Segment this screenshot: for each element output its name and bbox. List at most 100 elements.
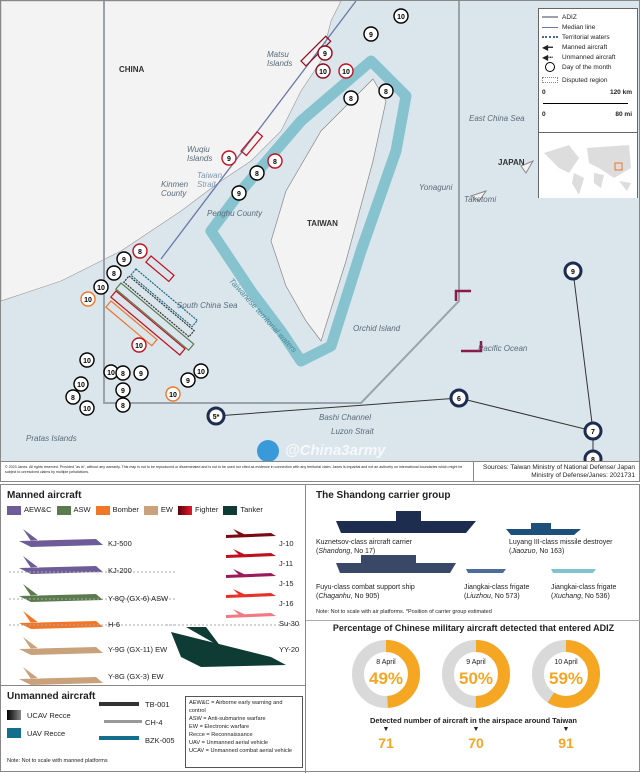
- arrow-left-icon: ◀━: [542, 42, 553, 52]
- day-marker-label: 9: [122, 257, 126, 264]
- label-bashi: Bashi Channel: [319, 413, 372, 422]
- ship-name: Liuzhou: [466, 593, 491, 601]
- unmanned-note: Note: Not to scale with manned platforms: [7, 758, 108, 764]
- scale-mi-zero: 0: [542, 111, 546, 118]
- ship-class: Jiangkai-class frigate: [464, 584, 530, 591]
- carrier-title: The Shandong carrier group: [316, 490, 451, 501]
- label-penghu: Penghu County: [207, 209, 263, 218]
- tanker-silhouette: [171, 627, 286, 667]
- legend-manned: Manned aircraft: [562, 43, 608, 51]
- day-marker: 8: [115, 397, 131, 413]
- day-marker: 10: [315, 63, 331, 79]
- category-swatch: [177, 505, 192, 515]
- ship-number: , No 905): [350, 593, 380, 601]
- legend-day: Day of the month: [562, 63, 612, 71]
- ship-number: , No 573): [490, 593, 520, 601]
- sources: Sources: Taiwan Ministry of National Def…: [483, 464, 635, 480]
- day-marker: 9: [231, 185, 247, 201]
- fighter-silhouette: [226, 529, 276, 538]
- day-marker-label: 8: [121, 371, 125, 378]
- carrier-day-marker: 6: [449, 388, 469, 408]
- down-triangle-icon: ▼: [382, 726, 390, 733]
- donut-fill: [442, 640, 510, 708]
- ship-number: , No 163): [535, 548, 565, 556]
- median-line: [160, 1, 357, 260]
- ship-silhouettes: [336, 511, 596, 573]
- ship-number: , No 17): [350, 548, 376, 556]
- aircraft-count: 91: [558, 735, 574, 751]
- day-marker: 9: [180, 372, 196, 388]
- scale-km-zero: 0: [542, 89, 546, 96]
- legend-adiz: ADIZ: [562, 13, 577, 21]
- abbreviation: AEW&C = Airborne early warning and contr…: [189, 700, 283, 714]
- label-ecs: East China Sea: [469, 114, 525, 123]
- day-marker: 9: [116, 251, 132, 267]
- day-marker: 10: [131, 337, 147, 353]
- uav-label: UAV Recce: [27, 728, 66, 738]
- adiz-title: Percentage of Chinese military aircraft …: [332, 623, 615, 633]
- day-marker-label: 9: [121, 388, 125, 395]
- day-marker: 10: [73, 376, 89, 392]
- label-wuqiu: Wuqiu Islands: [187, 145, 213, 163]
- legend-unmanned: Unmanned aircraft: [562, 53, 616, 61]
- scale-bar: 0 120 km 0 80 mi: [542, 89, 634, 129]
- ship-label: Jiangkai-class frigate (Liuzhou, No 573): [464, 584, 530, 601]
- circle-icon: [545, 62, 555, 72]
- adiz-percentage-section: Percentage of Chinese military aircraft …: [306, 620, 640, 773]
- label-yonaguni: Yonaguni: [419, 183, 453, 192]
- territorial-waters: [205, 55, 412, 367]
- carrier-day-label: 7: [591, 429, 595, 436]
- day-marker-label: 8: [273, 159, 277, 166]
- day-marker: 8: [343, 90, 359, 106]
- day-marker-label: 9: [227, 156, 231, 163]
- day-marker: 8: [267, 153, 283, 169]
- aircraft-count: 70: [468, 735, 484, 751]
- map-legend: ADIZ Median line Territorial waters ◀━ Ma…: [538, 8, 638, 198]
- aircraft-count: 71: [378, 735, 394, 751]
- ship-name: Jiaozuo: [511, 548, 536, 556]
- label-taiwan: TAIWAN: [307, 219, 338, 228]
- day-marker-label: 8: [71, 395, 75, 402]
- carrier-day-label: 5*: [213, 414, 220, 421]
- day-marker-label: 10: [107, 370, 115, 377]
- ship-class: Jiangkai-class frigate: [551, 584, 617, 591]
- manned-title: Manned aircraft: [7, 490, 82, 501]
- ship-name: Chaganhu: [318, 593, 351, 601]
- unmanned-title: Unmanned aircraft: [7, 691, 96, 702]
- carrier-group-section: The Shandong carrier group Kuznetsov-cla…: [306, 485, 640, 620]
- day-marker-label: 8: [112, 271, 116, 278]
- donut-date: 10 April: [554, 659, 578, 666]
- category-swatch: [95, 505, 110, 515]
- label-strait: Taiwan Strait: [197, 171, 223, 189]
- info-panel: Manned aircraft AEW&C ASW Bomber EW Fighter T…: [0, 484, 640, 773]
- day-marker-label: 9: [186, 378, 190, 385]
- label-matsu: Matsu Islands: [267, 50, 293, 68]
- day-marker-label: 10: [135, 343, 143, 350]
- category-bomber: Bomber: [95, 505, 139, 515]
- day-marker: 8: [115, 365, 131, 381]
- day-marker: 9: [115, 382, 131, 398]
- day-marker: 8: [249, 165, 265, 181]
- pacific-tracks: [454, 289, 483, 353]
- dashed-arrow-icon: ◀┅: [542, 52, 553, 62]
- day-marker: 10: [393, 8, 409, 24]
- ship-class: Luyang III-class missile destroyer: [509, 539, 613, 546]
- day-marker: 10: [79, 352, 95, 368]
- uav-silhouettes: [99, 702, 142, 740]
- day-marker: 8: [65, 389, 81, 405]
- day-marker-label: 10: [77, 382, 85, 389]
- carrier-day-marker: 9: [563, 261, 583, 281]
- aircraft-label: H-6: [108, 620, 121, 629]
- ship-label: Luyang III-class missile destroyer (Jiaoz…: [509, 539, 613, 556]
- day-marker-label: 9: [237, 191, 241, 198]
- label-kinmen: Kinmen County: [161, 180, 189, 198]
- day-marker-label: 9: [139, 371, 143, 378]
- abbreviations-box: AEW&C = Airborne early warning and contr…: [185, 696, 303, 768]
- carrier-day-marker: 8: [583, 449, 603, 461]
- day-marker-label: 10: [83, 358, 91, 365]
- category-label: Bomber: [112, 505, 139, 514]
- fighter-silhouette: [226, 589, 276, 598]
- label-luzon: Luzon Strait: [331, 427, 374, 436]
